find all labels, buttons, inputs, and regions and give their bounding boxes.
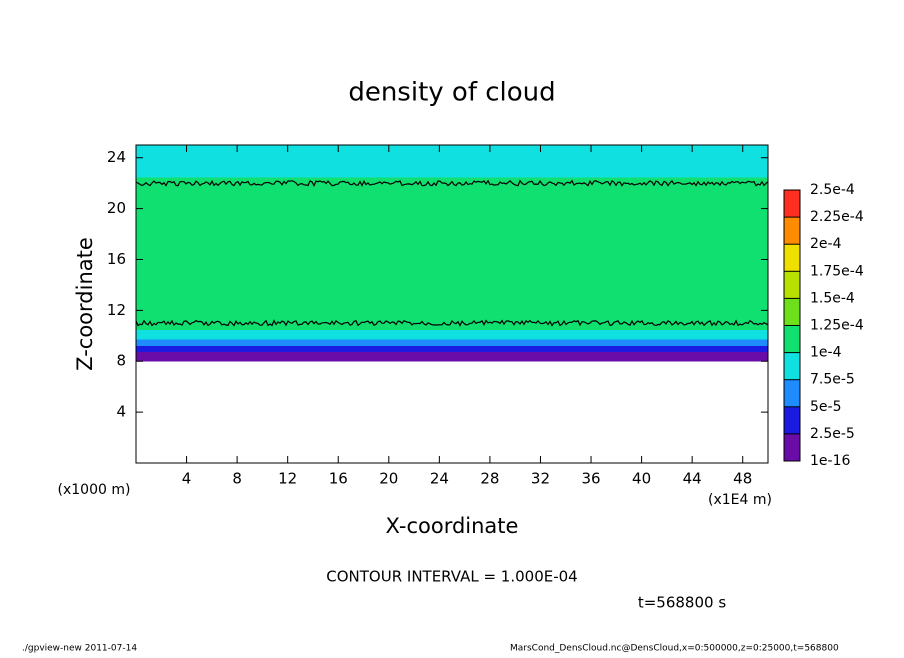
field-band — [136, 145, 768, 152]
contour-interval: CONTOUR INTERVAL = 1.000E-04 — [326, 568, 577, 586]
chart-title: density of cloud — [348, 78, 555, 108]
x-tick-label: 48 — [733, 470, 752, 488]
field-band — [136, 246, 768, 273]
colorbar-label: 1.75e-4 — [810, 263, 864, 279]
colorbar-cell — [784, 379, 800, 407]
x-tick-label: 36 — [581, 470, 600, 488]
field-band — [136, 316, 768, 330]
colorbar-label: 2.5e-5 — [810, 426, 855, 442]
colorbar-cell — [784, 406, 800, 434]
x-tick-label: 12 — [278, 470, 297, 488]
colorbar-cell — [784, 325, 800, 353]
x-tick-label: 40 — [632, 470, 651, 488]
field-band — [136, 338, 768, 346]
field-band — [136, 358, 768, 362]
field-band — [136, 345, 768, 353]
x-tick-label: 16 — [329, 470, 348, 488]
colorbar-label: 2.5e-4 — [810, 182, 855, 198]
colorbar-label: 7.5e-5 — [810, 372, 855, 388]
y-tick-label: 20 — [107, 199, 126, 217]
field-band — [136, 351, 768, 359]
y-axis-label: Z-coordinate — [73, 237, 97, 371]
x-tick-label: 4 — [182, 470, 192, 488]
colorbar-cell — [784, 217, 800, 245]
field-band — [136, 151, 768, 165]
y-tick-label: 4 — [116, 403, 126, 421]
y-tick-label: 24 — [107, 148, 126, 166]
colorbar-label: 2e-4 — [810, 236, 842, 252]
field-band — [136, 176, 768, 197]
y-tick-label: 8 — [116, 352, 126, 370]
colorbar-label: 1e-4 — [810, 345, 842, 361]
colorbar-label: 2.25e-4 — [810, 209, 864, 225]
colorbar-cell — [784, 271, 800, 299]
colorbar-cell — [784, 433, 800, 461]
x-tick-label: 8 — [232, 470, 242, 488]
field-band — [136, 164, 768, 178]
contour-line — [135, 179, 769, 187]
plot-frame — [135, 144, 769, 464]
field-band — [136, 221, 768, 248]
colorbar-cell — [784, 190, 800, 218]
contour-line — [135, 319, 769, 327]
x-tick-label: 28 — [480, 470, 499, 488]
colorbar-label: 1.25e-4 — [810, 318, 864, 334]
footer-right: MarsCond_DensCloud.nc@DensCloud,x=0:5000… — [510, 644, 839, 654]
colorbar-cell — [784, 298, 800, 326]
colorbar-label: 5e-5 — [810, 399, 841, 415]
time-label: t=568800 s — [638, 594, 726, 612]
colorbar-label: 1e-16 — [810, 453, 850, 469]
x-axis-label: X-coordinate — [386, 514, 519, 538]
x-tick-label: 24 — [430, 470, 449, 488]
field-band — [136, 329, 768, 340]
x-tick-label: 32 — [531, 470, 550, 488]
footer-left: ./gpview-new 2011-07-14 — [22, 644, 137, 654]
x-unit: (x1E4 m) — [708, 492, 772, 508]
x-tick-label: 20 — [379, 470, 398, 488]
field — [136, 145, 768, 362]
field-band — [136, 297, 768, 318]
colorbar-cell — [784, 352, 800, 380]
y-tick-label: 12 — [107, 301, 126, 319]
field-band — [136, 195, 768, 222]
field-band — [136, 272, 768, 299]
x-tick-label: 44 — [683, 470, 702, 488]
y-tick-label: 16 — [107, 250, 126, 268]
y-unit: (x1000 m) — [58, 482, 131, 498]
colorbar-cell — [784, 244, 800, 272]
colorbar-label: 1.5e-4 — [810, 290, 855, 306]
